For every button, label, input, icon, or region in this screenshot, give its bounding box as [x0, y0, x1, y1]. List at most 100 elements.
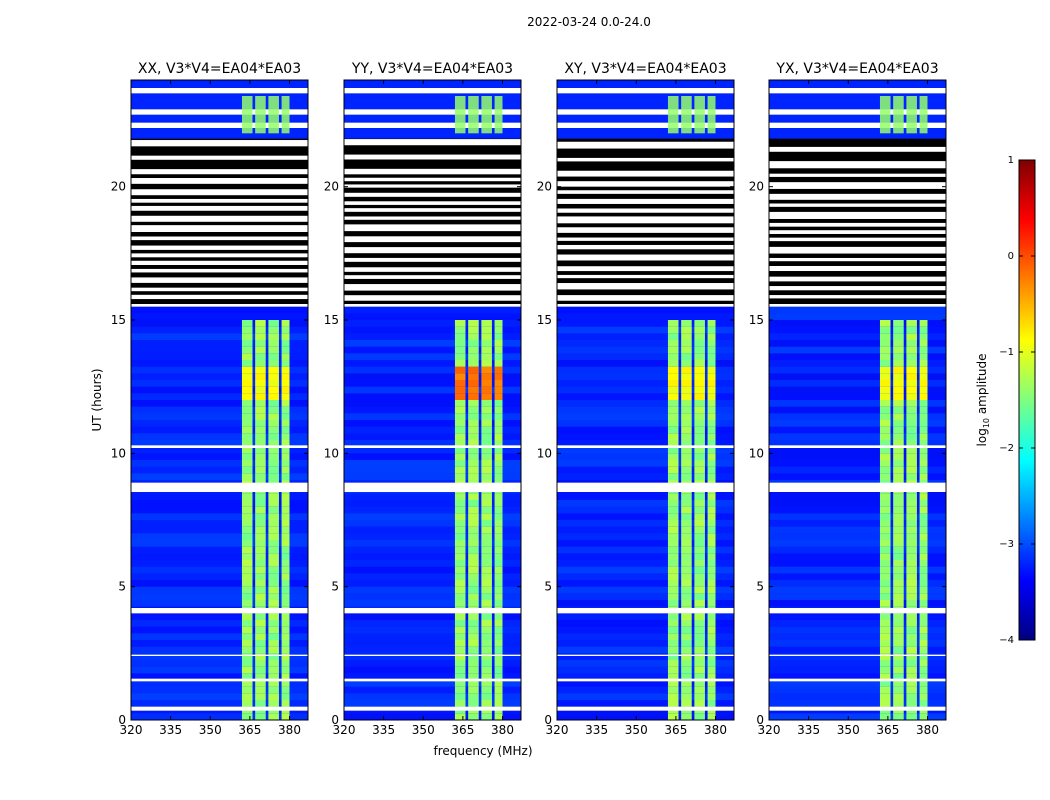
rfi-cell	[494, 640, 503, 647]
rfi-cell	[879, 586, 891, 594]
rfi-cell	[241, 700, 253, 707]
rfi-cell	[893, 473, 904, 480]
heatmap-row	[557, 540, 734, 547]
rfi-cell	[281, 340, 290, 347]
rfi-cell	[494, 393, 503, 400]
heatmap-row	[131, 680, 308, 687]
rfi-cell	[241, 393, 253, 400]
rfi-cell	[893, 646, 904, 654]
heatmap-row	[557, 526, 734, 534]
rfi-cell	[707, 380, 716, 387]
heatmap-row	[769, 633, 946, 640]
rfi-cell	[879, 333, 891, 340]
heatmap-row	[344, 620, 521, 627]
rfi-cell	[681, 466, 692, 474]
rfi-cell	[681, 386, 692, 394]
rfi-cell	[255, 533, 266, 540]
rfi-cell	[681, 653, 692, 660]
rfi-cell	[879, 506, 891, 514]
rfi-cell	[906, 580, 917, 587]
rfi-cell	[879, 373, 891, 380]
rfi-cell	[255, 593, 266, 600]
rfi-cell	[919, 600, 928, 607]
rfi-cell	[879, 400, 891, 407]
rfi-cell	[255, 500, 266, 507]
rfi-cell	[919, 433, 928, 440]
flagged-rows	[769, 445, 946, 448]
rfi-cell	[919, 713, 928, 720]
y-tick-label: 5	[756, 580, 764, 594]
rfi-cell	[255, 340, 266, 347]
rfi-cell	[707, 366, 716, 374]
heatmap-row	[344, 500, 521, 507]
rfi-cell	[268, 473, 279, 480]
rfi-cell	[281, 680, 290, 687]
rfi-cell	[667, 713, 679, 720]
rfi-cell	[707, 553, 716, 560]
rfi-cell	[919, 386, 928, 394]
heatmap-row	[344, 386, 521, 394]
rfi-cell	[667, 393, 679, 400]
rfi-cell	[241, 426, 253, 434]
rfi-cell	[919, 513, 928, 520]
rfi-cell	[893, 380, 904, 387]
rfi-cell	[281, 440, 290, 447]
rfi-cell	[481, 453, 492, 460]
rfi-cell	[255, 366, 266, 374]
flagged-stripe	[131, 210, 308, 216]
rfi-cell	[879, 500, 891, 507]
rfi-cell	[241, 420, 253, 427]
flagged-rows	[769, 88, 946, 94]
rfi-cell	[707, 566, 716, 574]
rfi-cell	[906, 446, 917, 454]
rfi-cell	[494, 460, 503, 467]
heatmap-row	[344, 353, 521, 360]
flagged-rows	[769, 109, 946, 115]
rfi-cell	[468, 626, 479, 634]
flagged-rows	[131, 678, 308, 682]
rfi-cell	[494, 433, 503, 440]
rfi-cell	[454, 506, 466, 514]
rfi-cell	[468, 533, 479, 540]
rfi-cell	[454, 453, 466, 460]
heatmap-row	[344, 413, 521, 420]
flagged-stripe	[557, 240, 734, 245]
rfi-cell	[879, 540, 891, 547]
rfi-cell	[906, 526, 917, 534]
rfi-cell	[906, 460, 917, 467]
rfi-cell	[494, 406, 503, 414]
rfi-cell	[268, 613, 279, 620]
rfi-cell	[919, 420, 928, 427]
rfi-cell	[906, 673, 917, 680]
y-tick-label: 15	[537, 313, 552, 327]
rfi-cell	[893, 580, 904, 587]
rfi-cell	[468, 566, 479, 574]
heatmap-row	[344, 433, 521, 440]
heatmap-row	[131, 573, 308, 580]
heatmap-row	[344, 633, 521, 640]
rfi-cell	[667, 453, 679, 460]
heatmap-row	[131, 493, 308, 500]
rfi-cell	[241, 520, 253, 527]
rfi-cell	[268, 340, 279, 347]
rfi-cell	[879, 686, 891, 694]
rfi-cell	[919, 653, 928, 660]
rfi-cell	[879, 673, 891, 680]
panels: XX, V3*V4=EA04*EA03 320 335 350 365 380 0 5 10 15…	[111, 61, 947, 737]
rfi-cell	[494, 573, 503, 580]
heatmap-row	[344, 366, 521, 374]
rfi-cell	[241, 513, 253, 520]
x-tick-label: 380	[491, 723, 514, 737]
flagged-stripe	[344, 174, 521, 178]
heatmap-row	[344, 506, 521, 514]
rfi-cell	[893, 533, 904, 540]
heatmap-row	[344, 406, 521, 414]
rfi-cell	[893, 586, 904, 594]
rfi-cell	[879, 406, 891, 414]
rfi-cell	[707, 453, 716, 460]
rfi-cell	[879, 653, 891, 660]
heatmap-row	[557, 426, 734, 434]
heatmap-row	[344, 420, 521, 427]
heatmap-row	[344, 460, 521, 467]
rfi-cell	[255, 646, 266, 654]
